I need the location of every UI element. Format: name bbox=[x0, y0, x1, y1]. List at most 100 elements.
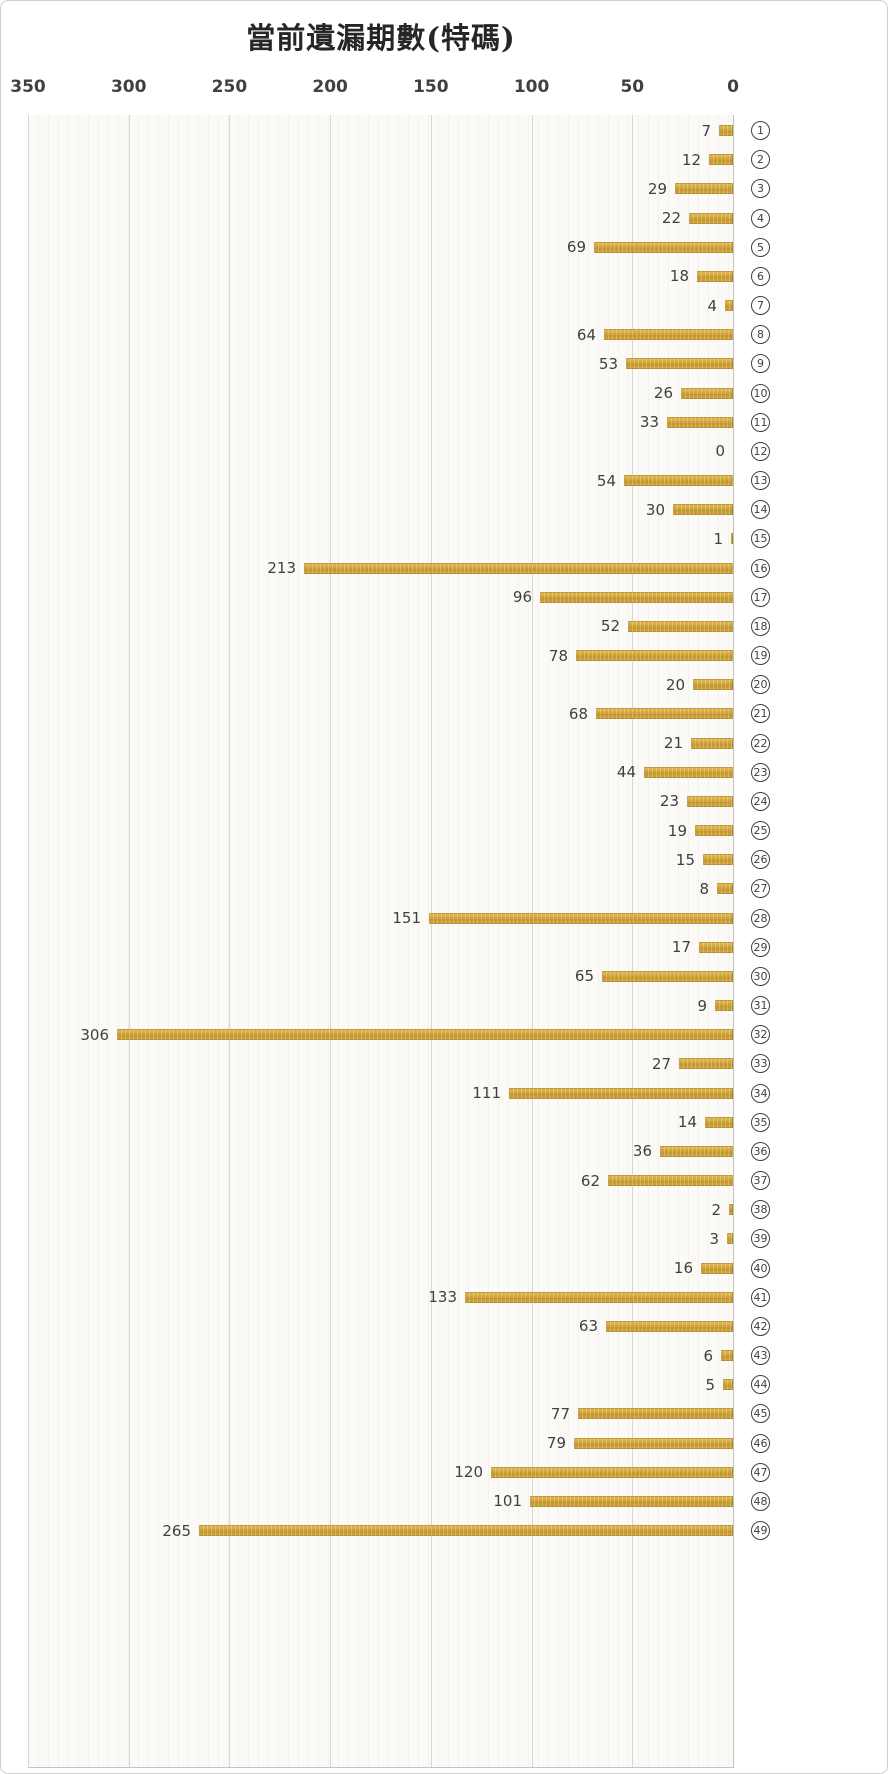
value-label: 63 bbox=[578, 1317, 598, 1336]
bar bbox=[624, 475, 733, 487]
value-label: 6 bbox=[703, 1346, 713, 1365]
bar bbox=[725, 300, 733, 312]
category-label: 28 bbox=[751, 908, 770, 928]
category-label: 48 bbox=[751, 1491, 770, 1511]
bar bbox=[719, 125, 733, 136]
category-label: 31 bbox=[751, 996, 770, 1016]
bar bbox=[117, 1029, 733, 1041]
category-label: 11 bbox=[751, 412, 770, 432]
bar bbox=[693, 679, 733, 691]
value-label: 2 bbox=[711, 1200, 721, 1219]
category-label: 16 bbox=[751, 558, 770, 578]
gridline bbox=[430, 115, 432, 1767]
value-label: 101 bbox=[493, 1492, 522, 1511]
value-label: 16 bbox=[673, 1259, 693, 1278]
value-label: 79 bbox=[546, 1434, 566, 1453]
category-label: 32 bbox=[751, 1025, 770, 1045]
value-label: 53 bbox=[598, 354, 618, 373]
category-label: 36 bbox=[751, 1141, 770, 1161]
bar bbox=[606, 1320, 733, 1332]
bar bbox=[701, 1262, 733, 1274]
value-label: 69 bbox=[566, 238, 586, 257]
category-label: 30 bbox=[751, 966, 770, 986]
category-label: 49 bbox=[751, 1521, 770, 1541]
value-label: 133 bbox=[428, 1288, 457, 1307]
value-label: 96 bbox=[512, 588, 532, 607]
category-label: 1 bbox=[751, 121, 770, 140]
category-label: 8 bbox=[751, 325, 770, 345]
bar bbox=[717, 883, 733, 895]
gridline bbox=[531, 115, 533, 1767]
bar bbox=[681, 387, 733, 399]
x-axis-tick: 100 bbox=[513, 77, 550, 97]
value-label: 78 bbox=[548, 646, 568, 665]
category-label: 33 bbox=[751, 1054, 770, 1074]
value-label: 306 bbox=[80, 1025, 109, 1044]
value-label: 19 bbox=[667, 821, 687, 840]
value-label: 29 bbox=[647, 179, 667, 198]
bar bbox=[602, 970, 733, 982]
plot-area: 7 1 12 2 29 3 22 4 69 5 18 6 4 7 64 8 53 9 26 10 33 11 0 12 54 13… bbox=[28, 115, 770, 1768]
category-label: 17 bbox=[751, 587, 770, 607]
value-label: 64 bbox=[576, 325, 596, 344]
category-label: 23 bbox=[751, 762, 770, 782]
value-label: 7 bbox=[701, 121, 711, 140]
value-label: 265 bbox=[162, 1521, 191, 1540]
x-axis-tick: 150 bbox=[413, 77, 449, 97]
value-label: 1 bbox=[713, 529, 723, 548]
value-label: 111 bbox=[472, 1084, 501, 1103]
value-label: 5 bbox=[705, 1375, 715, 1394]
value-label: 14 bbox=[677, 1113, 697, 1132]
bar bbox=[705, 1116, 733, 1128]
value-label: 18 bbox=[669, 267, 689, 286]
value-label: 36 bbox=[632, 1142, 652, 1161]
value-label: 151 bbox=[392, 909, 421, 928]
value-label: 30 bbox=[645, 500, 665, 519]
bar bbox=[574, 1437, 733, 1449]
value-label: 3 bbox=[709, 1229, 719, 1248]
bar bbox=[689, 212, 733, 224]
value-label: 68 bbox=[568, 704, 588, 723]
bar bbox=[429, 912, 733, 924]
category-label: 44 bbox=[751, 1375, 770, 1395]
bar bbox=[304, 562, 733, 574]
x-axis-tick: 50 bbox=[620, 77, 645, 97]
bar bbox=[679, 1058, 733, 1070]
category-label: 47 bbox=[751, 1462, 770, 1482]
value-label: 4 bbox=[707, 296, 717, 315]
category-label: 27 bbox=[751, 879, 770, 899]
value-label: 62 bbox=[580, 1171, 600, 1190]
category-label: 46 bbox=[751, 1433, 770, 1453]
category-label: 39 bbox=[751, 1229, 770, 1249]
value-label: 0 bbox=[715, 442, 725, 461]
value-label: 33 bbox=[639, 413, 659, 432]
bar bbox=[576, 650, 733, 662]
value-label: 22 bbox=[661, 209, 681, 227]
bar bbox=[199, 1525, 733, 1537]
value-label: 77 bbox=[550, 1404, 570, 1423]
gridline bbox=[733, 115, 734, 1767]
bar bbox=[675, 183, 733, 195]
gridline bbox=[330, 115, 332, 1767]
x-axis-tick: 250 bbox=[211, 77, 248, 97]
bar bbox=[540, 591, 733, 603]
bar bbox=[608, 1175, 733, 1187]
gridline bbox=[28, 115, 29, 1767]
value-label: 52 bbox=[600, 617, 620, 636]
bar bbox=[604, 329, 733, 341]
bar bbox=[660, 1145, 733, 1157]
bar bbox=[626, 358, 733, 370]
category-label: 14 bbox=[751, 500, 770, 520]
bar bbox=[596, 708, 733, 720]
x-axis-tick: 200 bbox=[312, 77, 348, 97]
bar bbox=[465, 1291, 733, 1303]
bar bbox=[644, 766, 733, 778]
bar bbox=[691, 737, 733, 749]
category-label: 13 bbox=[751, 471, 770, 491]
category-label: 35 bbox=[751, 1112, 770, 1132]
bar bbox=[695, 825, 733, 837]
value-label: 44 bbox=[616, 763, 636, 782]
x-axis: 350 300 250 200 150 100 50 0 bbox=[1, 77, 887, 101]
value-label: 65 bbox=[574, 967, 594, 986]
